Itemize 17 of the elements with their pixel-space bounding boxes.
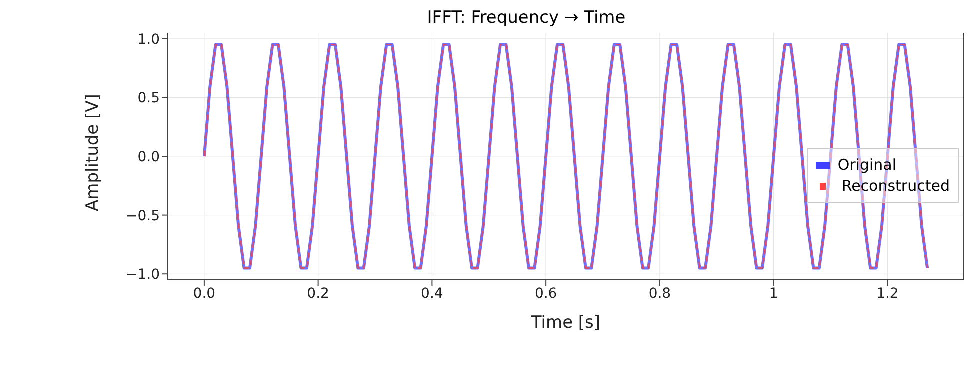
x-tick-label: 1 [769,286,778,302]
chart-title: IFFT: Frequency → Time [426,8,627,28]
y-tick-label: 0.5 [138,90,160,107]
y-tick-label: 1.0 [138,32,160,48]
x-tick-label: 0.6 [534,286,558,302]
x-axis-title: Time [s] [530,313,601,333]
x-tick-label: 0.2 [307,286,330,302]
y-tick-label: 0.0 [138,149,160,166]
x-tick-label: 0.0 [193,286,216,302]
legend-label: Reconstructed [840,177,950,195]
x-tick-label: 0.8 [648,286,672,302]
y-tick-label: −0.5 [126,208,160,224]
y-axis-title: Amplitude [V] [83,94,104,212]
x-tick-label: 1.2 [876,286,899,302]
x-tick-label: 0.4 [421,286,444,302]
legend-label: Original [836,156,898,174]
y-tick-label: −1.0 [126,267,160,284]
